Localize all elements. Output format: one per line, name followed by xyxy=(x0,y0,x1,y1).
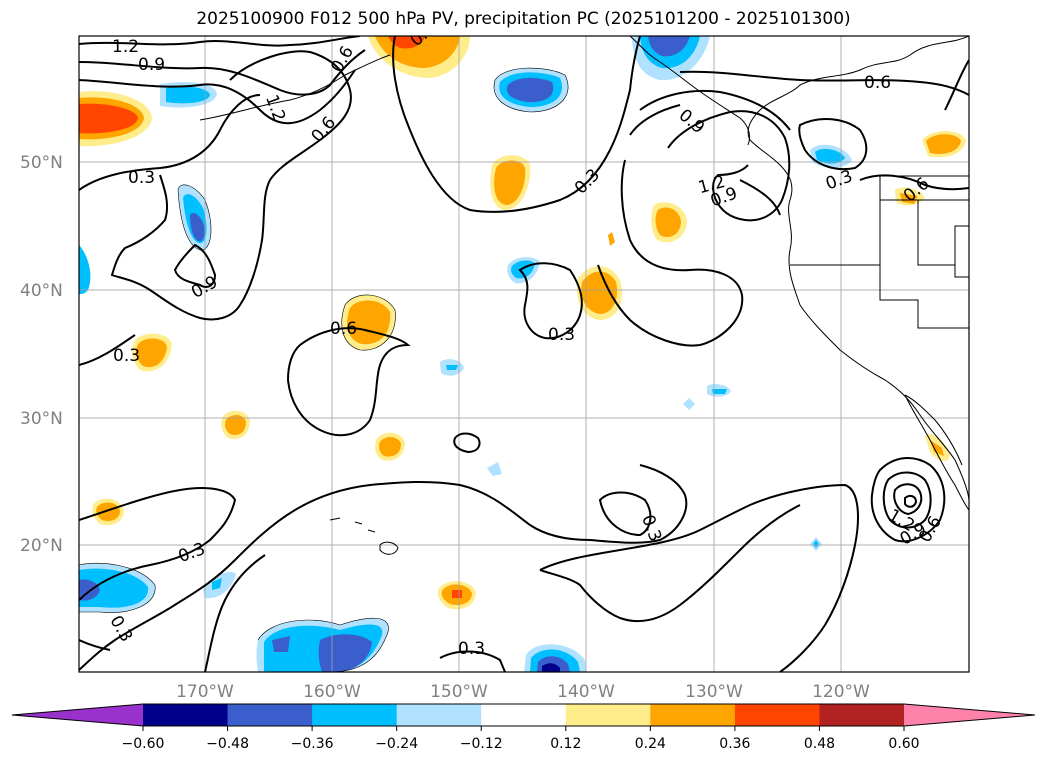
contour-label: 0.3 xyxy=(823,166,855,194)
contour-label: 1.2 xyxy=(261,92,289,124)
lon-label: 170°W xyxy=(176,682,234,702)
map-frame xyxy=(79,36,969,672)
contour-label: 0.9 xyxy=(138,55,165,75)
lat-label: 30°N xyxy=(20,409,63,429)
precip-negative-area xyxy=(319,634,372,672)
colorbar-tick-label: 0.12 xyxy=(550,736,581,752)
graticule xyxy=(79,36,969,672)
contour-label: 0.6 xyxy=(864,73,891,93)
contour-label: 0.3 xyxy=(128,168,155,188)
precip-positive-area xyxy=(608,232,615,246)
colorbar-segment xyxy=(228,704,313,726)
contour-label: 0.3 xyxy=(105,612,136,645)
colorbar-segment xyxy=(312,704,397,726)
colorbar-tick-label: −0.36 xyxy=(291,736,334,752)
precip-negative-area xyxy=(79,245,90,294)
lon-label: 130°W xyxy=(685,682,743,702)
colorbar-tick-label: −0.48 xyxy=(206,736,249,752)
colorbar-segment xyxy=(481,704,566,726)
contour-label: 0.3 xyxy=(113,346,140,366)
colorbar-tick-label: 0.24 xyxy=(635,736,666,752)
colorbar-segment xyxy=(650,704,735,726)
colorbar: −0.60 −0.48 −0.36 −0.24 −0.12 0.12 0.24 0.36 0.4… xyxy=(12,704,1035,752)
colorbar-tick-label: −0.12 xyxy=(460,736,503,752)
precip-negative-area xyxy=(487,462,502,476)
colorbar-extend-high xyxy=(904,704,1035,726)
colorbar-tick-label: −0.24 xyxy=(375,736,418,752)
contour-label: 0.9 xyxy=(188,272,221,303)
lon-label: 140°W xyxy=(557,682,615,702)
contour-label: 0.6 xyxy=(330,319,357,339)
precip-negative-area xyxy=(683,398,695,410)
colorbar-segment xyxy=(566,704,651,726)
lon-label: 150°W xyxy=(430,682,488,702)
colorbar-tick-label: 0.36 xyxy=(719,736,750,752)
lon-label: 120°W xyxy=(812,682,870,702)
lat-label: 20°N xyxy=(20,536,63,556)
latitude-labels: 50°N 40°N 30°N 20°N xyxy=(20,153,63,556)
colorbar-tick-label: 0.48 xyxy=(804,736,835,752)
precip-shading xyxy=(79,36,966,672)
contour-label: 1.2 xyxy=(112,37,139,57)
longitude-labels: 170°W 160°W 150°W 140°W 130°W 120°W xyxy=(176,682,870,702)
colorbar-extend-low xyxy=(12,704,143,726)
colorbar-tick-label: 0.60 xyxy=(888,736,919,752)
lon-label: 160°W xyxy=(303,682,361,702)
precip-negative-area xyxy=(446,365,458,370)
pv-contours xyxy=(79,36,969,672)
contour-label: 0.9 xyxy=(675,105,709,138)
contour-label: 0.3 xyxy=(458,639,485,659)
contour-label: 0.3 xyxy=(176,539,208,567)
colorbar-segment xyxy=(143,704,228,726)
precip-positive-area xyxy=(452,590,462,598)
lat-label: 50°N xyxy=(20,153,63,173)
colorbar-segment xyxy=(819,704,904,726)
contour-label: 0.6 xyxy=(307,113,340,147)
colorbar-segment xyxy=(397,704,482,726)
contour-label: 0.3 xyxy=(548,325,575,345)
lat-label: 40°N xyxy=(20,281,63,301)
map-area: 1.2 0.9 0.6 0.3 0.3 0.9 0.6 0.3 1.2 0.9 … xyxy=(79,18,969,672)
colorbar-segment xyxy=(735,704,820,726)
contour-label: 0.3 xyxy=(571,165,604,198)
colorbar-tick-label: −0.60 xyxy=(122,736,165,752)
